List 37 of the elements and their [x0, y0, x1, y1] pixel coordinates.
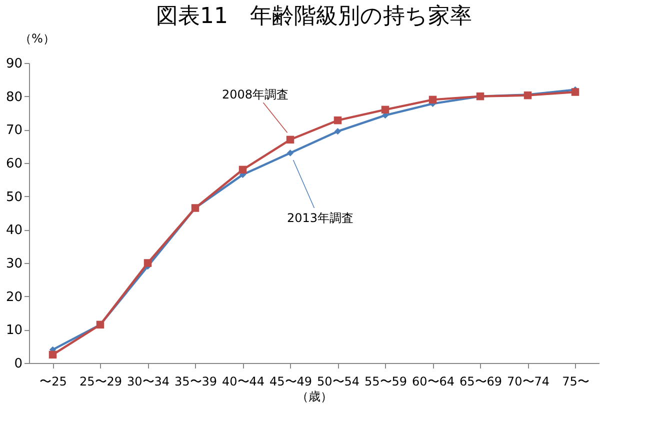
point — [334, 116, 342, 124]
x-tick-label: 35〜39 — [174, 374, 218, 388]
annotation: 2013年調査 — [286, 211, 354, 225]
y-tick-label: 70 — [6, 123, 22, 138]
point — [428, 96, 437, 104]
x-tick-label: 70〜74 — [506, 374, 550, 388]
x-tick-label: 55〜59 — [364, 374, 408, 388]
x-tick-label: 30〜34 — [126, 374, 170, 388]
point — [571, 88, 580, 96]
y-tick-label: 90 — [6, 56, 22, 72]
x-tick-label: 50〜54 — [316, 374, 360, 388]
y-tick-label: 20 — [6, 290, 22, 305]
y-tick-label: 50 — [6, 190, 22, 205]
x-tick-label: 45〜49 — [269, 374, 312, 388]
point — [144, 259, 152, 267]
y-tick-label: 30 — [6, 256, 22, 272]
chart-title: 図表11 年齢階級別の持ち家率 — [156, 4, 472, 29]
y-tick-label: 80 — [6, 90, 22, 105]
point — [238, 166, 247, 174]
y-tick-label: 0 — [14, 356, 22, 372]
x-tick-label: 75〜 — [562, 374, 590, 388]
y-tick-label: 40 — [6, 223, 22, 238]
x-tick-label: 〜25 — [40, 374, 67, 388]
point — [286, 150, 294, 156]
annotation: 2008年調査 — [222, 88, 289, 102]
x-tick-label: 40〜44 — [222, 374, 265, 388]
point — [381, 106, 390, 114]
y-tick-label: 60 — [6, 156, 22, 172]
y-axis-title: （%） — [20, 32, 55, 46]
x-tick-label: 65〜69 — [459, 374, 502, 388]
x-tick-label: 25〜29 — [79, 374, 122, 388]
x-axis-title: （歳） — [296, 390, 332, 404]
point — [334, 128, 342, 135]
point — [48, 350, 57, 359]
point — [286, 136, 294, 144]
x-tick-label: 60〜64 — [412, 374, 455, 388]
y-tick-label: 10 — [6, 323, 22, 338]
